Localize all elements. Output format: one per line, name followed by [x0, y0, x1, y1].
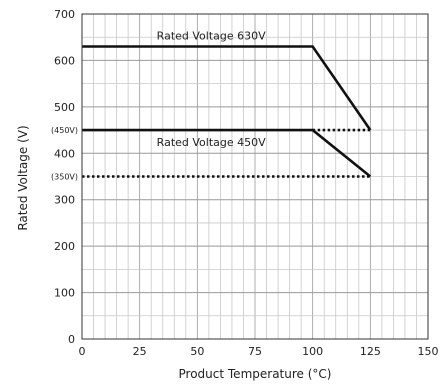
y-tick-label: 0: [68, 333, 75, 346]
x-tick-label: 150: [418, 345, 439, 358]
series-label-450v: Rated Voltage 450V: [157, 136, 266, 149]
y-axis-label: Rated Voltage (V): [16, 125, 30, 230]
y-tick-labels: 0 100 200 300 400 500 600 700: [54, 8, 75, 346]
y-tick-label: 300: [54, 194, 75, 207]
series-lines: [82, 45, 372, 178]
y-tick-label: 600: [54, 54, 75, 67]
x-tick-label: 25: [133, 345, 147, 358]
y-tick-label: 500: [54, 101, 75, 114]
x-tick-label: 75: [248, 345, 262, 358]
x-tick-label: 0: [79, 345, 86, 358]
extra-y-label: (350V): [51, 173, 78, 182]
series-labels: Rated Voltage 630V Rated Voltage 450V: [157, 30, 266, 150]
y-tick-label: 100: [54, 287, 75, 300]
extra-y-labels: (450V) (350V): [51, 126, 78, 181]
x-tick-labels: 0 25 50 75 100 125 150: [79, 345, 439, 358]
series-label-630v: Rated Voltage 630V: [157, 30, 266, 43]
extra-y-label: (450V): [51, 126, 78, 135]
x-tick-label: 125: [360, 345, 381, 358]
y-tick-label: 400: [54, 147, 75, 160]
x-axis-label: Product Temperature (°C): [179, 367, 332, 381]
plot-frame: [81, 13, 429, 340]
x-tick-label: 100: [302, 345, 323, 358]
x-tick-label: 50: [190, 345, 204, 358]
y-tick-label: 700: [54, 8, 75, 21]
y-tick-label: 200: [54, 240, 75, 253]
series-line-0: [82, 45, 372, 131]
